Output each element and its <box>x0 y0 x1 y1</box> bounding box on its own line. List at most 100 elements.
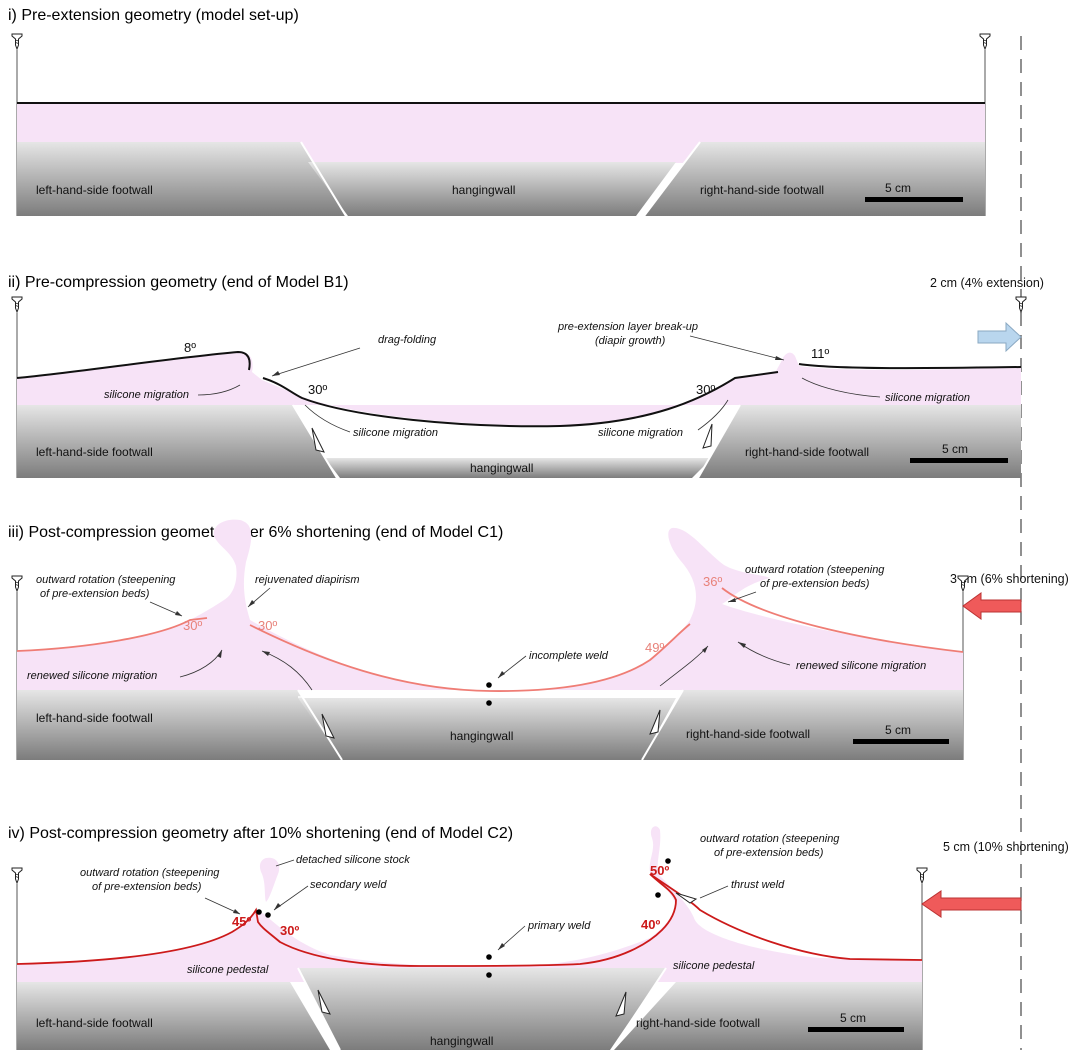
panel-ii: ii) Pre-compression geometry (end of Mod… <box>8 274 1044 479</box>
hangingwall-label: hangingwall <box>450 729 513 743</box>
diapirism-label: rejuvenated diapirism <box>255 574 360 586</box>
left-footwall-label: left-hand-side footwall <box>36 445 153 459</box>
angle-label: 8º <box>184 340 196 355</box>
left-footwall-block <box>17 982 330 1050</box>
scale-bar <box>808 1027 904 1032</box>
primary-weld-label: primary weld <box>527 920 591 932</box>
angle-label: 40º <box>641 917 660 932</box>
drag-folding-label: drag-folding <box>378 334 437 346</box>
weld-dot <box>486 700 492 706</box>
left-pin-icon <box>11 33 23 50</box>
rotation-label: of pre-extension beds) <box>714 847 824 859</box>
pre-extension-bed <box>16 873 677 967</box>
scale-label: 5 cm <box>942 442 968 456</box>
hangingwall-label: hangingwall <box>452 183 515 197</box>
silicone-layer <box>17 519 963 692</box>
pre-extension-bed <box>721 587 964 653</box>
stock-label: detached silicone stock <box>296 854 410 866</box>
angle-label: 36º <box>703 574 722 589</box>
secondary-weld-label: secondary weld <box>310 879 387 891</box>
angle-label: 30º <box>183 618 202 633</box>
silicone-layer <box>17 826 922 982</box>
rotation-label: of pre-extension beds) <box>760 578 870 590</box>
pre-extension-bed <box>16 617 208 652</box>
thrust-weld-label: thrust weld <box>731 879 785 891</box>
rotation-label: of pre-extension beds) <box>40 588 150 600</box>
angle-label: 45º <box>232 914 251 929</box>
pre-extension-bed <box>649 873 923 961</box>
angle-label: 30º <box>280 923 299 938</box>
hangingwall-label: hangingwall <box>470 461 533 475</box>
right-pin-icon <box>916 867 928 884</box>
incomplete-weld-label: incomplete weld <box>529 650 609 662</box>
left-footwall-block <box>17 690 342 760</box>
panel-ii-title: ii) Pre-compression geometry (end of Mod… <box>8 274 349 291</box>
pedestal-label: silicone pedestal <box>673 960 755 972</box>
rotation-label: of pre-extension beds) <box>92 881 202 893</box>
hangingwall-block <box>298 698 676 760</box>
panel-i-title: i) Pre-extension geometry (model set-up) <box>8 7 299 24</box>
left-footwall-block <box>17 405 336 478</box>
right-pin-icon <box>1015 296 1027 313</box>
right-footwall-label: right-hand-side footwall <box>686 727 810 741</box>
angle-label: 30º <box>258 618 277 633</box>
shortening-note: 3 cm (6% shortening) <box>950 572 1069 586</box>
shortening-arrow-icon <box>921 890 1022 918</box>
left-footwall-label: left-hand-side footwall <box>36 1016 153 1030</box>
migration-label: silicone migration <box>885 392 970 404</box>
pre-extension-bed <box>249 623 691 692</box>
left-pin-icon <box>11 296 23 313</box>
weld-dot <box>256 909 262 915</box>
angle-label: 11º <box>811 346 829 361</box>
pre-extension-bed <box>262 371 779 428</box>
angle-label: 49º <box>645 640 664 655</box>
right-footwall-block <box>698 405 1021 478</box>
extension-arrow-icon <box>977 321 1022 353</box>
pedestal-label: silicone pedestal <box>187 964 269 976</box>
rotation-label: outward rotation (steepening <box>700 833 840 845</box>
right-footwall-label: right-hand-side footwall <box>745 445 869 459</box>
migration-label: silicone migration <box>353 427 438 439</box>
breakup-label: (diapir growth) <box>595 335 666 347</box>
rotation-label: outward rotation (steepening <box>80 867 220 879</box>
breakup-label: pre-extension layer break-up <box>557 321 698 333</box>
pre-extension-bed <box>16 350 251 379</box>
scale-label: 5 cm <box>840 1011 866 1025</box>
left-pin-icon <box>11 575 23 592</box>
left-footwall-block <box>17 142 345 216</box>
scale-label: 5 cm <box>885 181 911 195</box>
pre-extension-bed <box>798 363 1022 370</box>
renewed-migration-label: renewed silicone migration <box>796 660 926 672</box>
right-footwall-block <box>614 982 922 1050</box>
weld-dot <box>486 682 492 688</box>
rotation-label: outward rotation (steepening <box>36 574 176 586</box>
extension-note: 2 cm (4% extension) <box>930 276 1044 290</box>
angle-label: 50º <box>650 863 669 878</box>
angle-label: 30º <box>696 382 715 397</box>
shortening-arrow-icon <box>962 592 1022 620</box>
right-pin-icon <box>979 33 991 50</box>
hangingwall-label: hangingwall <box>430 1034 493 1048</box>
panel-i: i) Pre-extension geometry (model set-up)… <box>8 7 991 217</box>
weld-dot <box>665 858 671 864</box>
panel-iv: iv) Post-compression geometry after 10% … <box>8 825 1069 1051</box>
left-pin-icon <box>11 867 23 884</box>
weld-dot <box>486 972 492 978</box>
scale-bar <box>853 739 949 744</box>
renewed-migration-label: renewed silicone migration <box>27 670 157 682</box>
shortening-note: 5 cm (10% shortening) <box>943 840 1069 854</box>
weld-dot <box>486 954 492 960</box>
weld-dot <box>265 912 271 918</box>
hangingwall-block <box>325 458 712 478</box>
right-footwall-block <box>645 142 985 216</box>
right-footwall-label: right-hand-side footwall <box>636 1016 760 1030</box>
migration-label: silicone migration <box>598 427 683 439</box>
silicone-layer <box>17 352 1021 426</box>
hangingwall-block <box>298 968 666 1050</box>
migration-label: silicone migration <box>104 389 189 401</box>
panel-iv-title: iv) Post-compression geometry after 10% … <box>8 825 513 842</box>
hangingwall-block <box>308 162 676 216</box>
panel-iii: iii) Post-compression geometry after 6% … <box>8 519 1069 761</box>
scale-bar <box>865 197 963 202</box>
